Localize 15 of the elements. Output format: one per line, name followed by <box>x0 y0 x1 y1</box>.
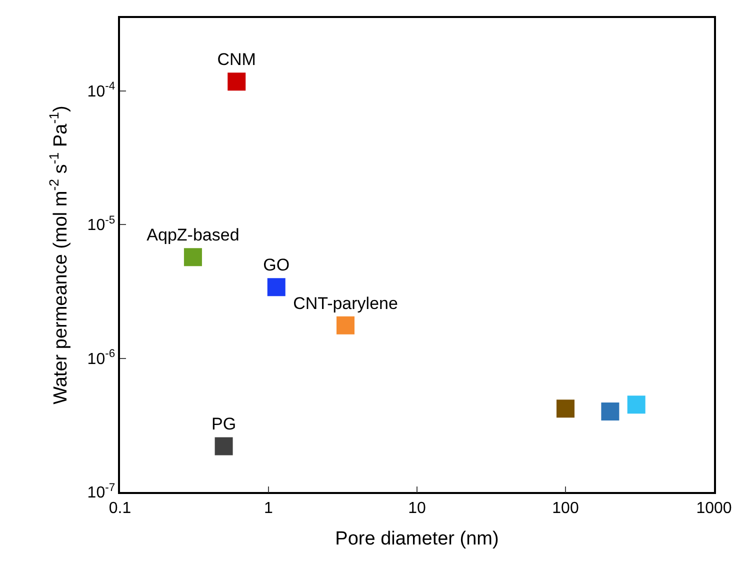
x-tick-label: 0.1 <box>108 500 132 517</box>
x-tick-label: 10 <box>408 500 426 517</box>
x-tick-label: 1000 <box>696 500 732 517</box>
y-tick-label: 10$^{-6}$ <box>87 348 116 368</box>
series-label: CNM <box>217 50 256 70</box>
series-label: GO <box>263 256 290 275</box>
x-tick-label: 1 <box>264 500 274 517</box>
y-tick-label: 10$^{-5}$ <box>87 214 116 234</box>
series-label: CNT-parylene <box>293 294 398 313</box>
series-label: PG <box>212 414 236 434</box>
series-label: AqpZ-based <box>146 226 240 245</box>
y-tick-label: 10$^{-4}$ <box>87 80 116 100</box>
x-axis-title: Pore diameter (nm) <box>335 528 499 550</box>
y-tick-label: 10$^{-7}$ <box>87 482 116 502</box>
x-tick-label: 100 <box>552 500 579 517</box>
